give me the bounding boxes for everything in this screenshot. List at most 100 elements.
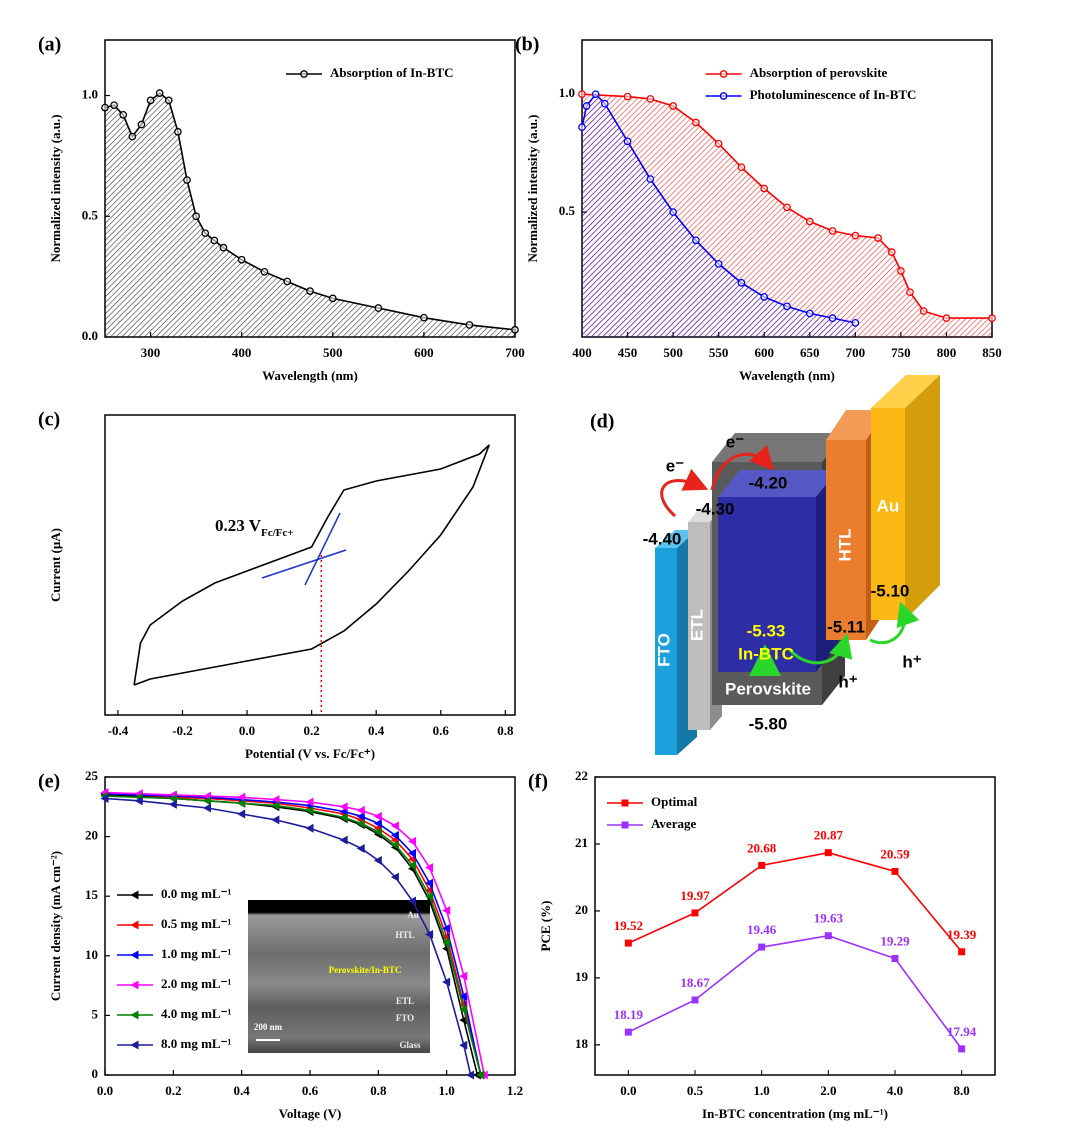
energy-level: -4.30 bbox=[696, 499, 735, 518]
legend-label: Photoluminescence of In-BTC bbox=[750, 87, 917, 102]
marker bbox=[442, 938, 451, 948]
x-tick-label: 550 bbox=[709, 345, 729, 360]
marker bbox=[271, 815, 280, 825]
marker bbox=[130, 1010, 139, 1020]
marker bbox=[128, 132, 137, 141]
marker bbox=[168, 799, 177, 809]
marker bbox=[805, 217, 814, 226]
x-tick-label: 0.0 bbox=[97, 1083, 113, 1098]
marker bbox=[408, 848, 416, 858]
y-tick-label: 18 bbox=[575, 1036, 589, 1051]
marker bbox=[891, 867, 899, 875]
x-tick-label: 1.2 bbox=[507, 1083, 523, 1098]
data-label: 20.59 bbox=[880, 846, 910, 861]
marker bbox=[119, 111, 128, 119]
x-tick-label: 1.0 bbox=[439, 1083, 455, 1098]
marker bbox=[137, 120, 146, 129]
marker bbox=[237, 255, 246, 264]
marker bbox=[260, 267, 269, 276]
x-tick-label: 800 bbox=[937, 345, 957, 360]
inset-label: ETL bbox=[396, 996, 414, 1006]
marker bbox=[390, 840, 399, 850]
energy-level: -4.20 bbox=[749, 473, 788, 492]
x-tick-label: -0.2 bbox=[172, 723, 193, 738]
data-label: 18.19 bbox=[614, 1007, 644, 1022]
x-tick-label: 0.6 bbox=[433, 723, 450, 738]
y-tick-label: 10 bbox=[85, 947, 98, 962]
marker bbox=[408, 836, 416, 846]
marker bbox=[624, 939, 632, 947]
marker bbox=[442, 923, 451, 933]
marker bbox=[578, 123, 586, 132]
data-label: 19.52 bbox=[614, 918, 643, 933]
marker bbox=[356, 844, 365, 854]
marker bbox=[420, 313, 428, 322]
marker bbox=[305, 823, 314, 833]
marker bbox=[737, 163, 746, 172]
marker bbox=[408, 860, 416, 870]
marker bbox=[897, 267, 905, 275]
legend-label: Average bbox=[651, 816, 696, 831]
sem-image bbox=[248, 900, 430, 1053]
marker bbox=[828, 314, 837, 322]
legend-label: 4.0 mg mL⁻¹ bbox=[161, 1006, 231, 1021]
marker bbox=[219, 243, 228, 252]
x-tick-label: 0.6 bbox=[302, 1083, 319, 1098]
marker bbox=[130, 980, 139, 990]
plot-frame bbox=[594, 776, 996, 1076]
layer-label: Au bbox=[877, 496, 900, 515]
marker bbox=[390, 821, 399, 831]
series-line bbox=[104, 795, 482, 1076]
y-tick-label: 1.0 bbox=[559, 85, 575, 100]
marker bbox=[328, 294, 337, 303]
x-tick-label: 1.0 bbox=[754, 1083, 770, 1098]
fto-layer bbox=[655, 548, 677, 755]
marker bbox=[339, 802, 348, 812]
x-tick-label: 850 bbox=[982, 345, 1002, 360]
inset-label: FTO bbox=[396, 1013, 414, 1023]
marker bbox=[283, 277, 292, 286]
marker bbox=[887, 248, 896, 256]
x-tick-label: 500 bbox=[323, 345, 343, 360]
series-line bbox=[104, 792, 482, 1076]
x-tick-label: 700 bbox=[846, 345, 866, 360]
energy-level: -4.40 bbox=[643, 529, 682, 548]
data-label: 20.87 bbox=[814, 828, 844, 843]
marker bbox=[760, 293, 769, 301]
marker bbox=[591, 90, 600, 99]
marker bbox=[425, 878, 434, 888]
electron-arrow bbox=[660, 468, 709, 518]
marker bbox=[714, 139, 723, 148]
x-tick-label: -0.4 bbox=[108, 723, 129, 738]
marker bbox=[714, 260, 723, 268]
x-tick-label: 400 bbox=[232, 345, 252, 360]
marker bbox=[692, 118, 700, 127]
x-tick-label: 0.8 bbox=[497, 723, 514, 738]
layer-top bbox=[871, 375, 940, 408]
marker bbox=[408, 896, 416, 906]
y-tick-label: 20 bbox=[575, 902, 588, 917]
layer-label: ETL bbox=[687, 609, 706, 641]
y-axis-title: Normalized intensity (a.u.) bbox=[525, 114, 540, 262]
x-tick-label: 4.0 bbox=[887, 1083, 903, 1098]
y-axis-title: Current (μA) bbox=[48, 528, 63, 602]
marker bbox=[339, 813, 348, 823]
marker bbox=[600, 99, 609, 108]
marker bbox=[511, 325, 519, 334]
marker bbox=[958, 948, 966, 956]
marker bbox=[621, 799, 629, 807]
marker bbox=[130, 890, 139, 900]
energy-level: -5.10 bbox=[871, 581, 910, 600]
legend-label: 2.0 mg mL⁻¹ bbox=[161, 976, 231, 991]
x-axis-title: Wavelength (nm) bbox=[739, 368, 835, 383]
series-line bbox=[104, 791, 486, 1076]
marker bbox=[374, 304, 383, 312]
marker bbox=[442, 906, 451, 916]
x-tick-label: 8.0 bbox=[954, 1083, 970, 1098]
data-label: 17.94 bbox=[947, 1024, 977, 1039]
y-tick-label: 0.0 bbox=[82, 328, 98, 343]
y-tick-label: 0.5 bbox=[82, 207, 99, 222]
legend-label: 0.0 mg mL⁻¹ bbox=[161, 886, 231, 901]
marker bbox=[623, 92, 632, 101]
